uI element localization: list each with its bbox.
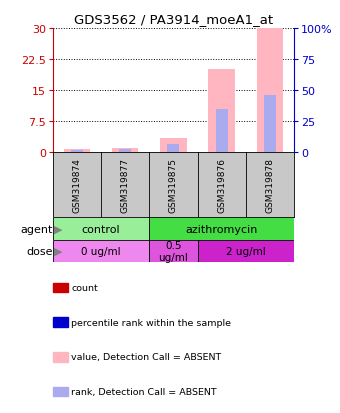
Bar bbox=[167, 145, 180, 153]
Bar bbox=[119, 149, 131, 153]
Text: ▶: ▶ bbox=[54, 246, 62, 256]
Title: GDS3562 / PA3914_moeA1_at: GDS3562 / PA3914_moeA1_at bbox=[74, 13, 273, 26]
Text: rank, Detection Call = ABSENT: rank, Detection Call = ABSENT bbox=[71, 387, 217, 396]
Bar bbox=[198, 240, 294, 262]
Text: ▶: ▶ bbox=[54, 224, 62, 234]
Bar bbox=[53, 240, 149, 262]
Bar bbox=[264, 96, 276, 153]
Bar bbox=[53, 218, 149, 240]
Text: GSM319875: GSM319875 bbox=[169, 158, 178, 213]
Text: 2 ug/ml: 2 ug/ml bbox=[226, 246, 266, 256]
Text: control: control bbox=[82, 224, 120, 234]
Text: value, Detection Call = ABSENT: value, Detection Call = ABSENT bbox=[71, 353, 222, 361]
Text: GSM319877: GSM319877 bbox=[121, 158, 130, 213]
Text: GSM319874: GSM319874 bbox=[72, 158, 81, 213]
Bar bbox=[257, 29, 283, 153]
Bar bbox=[149, 218, 294, 240]
Bar bbox=[160, 138, 187, 153]
Bar bbox=[149, 240, 198, 262]
Text: GSM319878: GSM319878 bbox=[266, 158, 274, 213]
Bar bbox=[64, 150, 90, 153]
Bar bbox=[216, 109, 228, 153]
Text: percentile rank within the sample: percentile rank within the sample bbox=[71, 318, 232, 327]
Bar bbox=[112, 148, 138, 153]
Bar bbox=[71, 151, 83, 153]
Text: GSM319876: GSM319876 bbox=[217, 158, 226, 213]
Text: 0.5
ug/ml: 0.5 ug/ml bbox=[158, 240, 188, 262]
Text: 0 ug/ml: 0 ug/ml bbox=[81, 246, 121, 256]
Text: azithromycin: azithromycin bbox=[186, 224, 258, 234]
Text: count: count bbox=[71, 283, 98, 292]
Text: dose: dose bbox=[27, 246, 53, 256]
Bar bbox=[208, 70, 235, 153]
Text: agent: agent bbox=[21, 224, 53, 234]
